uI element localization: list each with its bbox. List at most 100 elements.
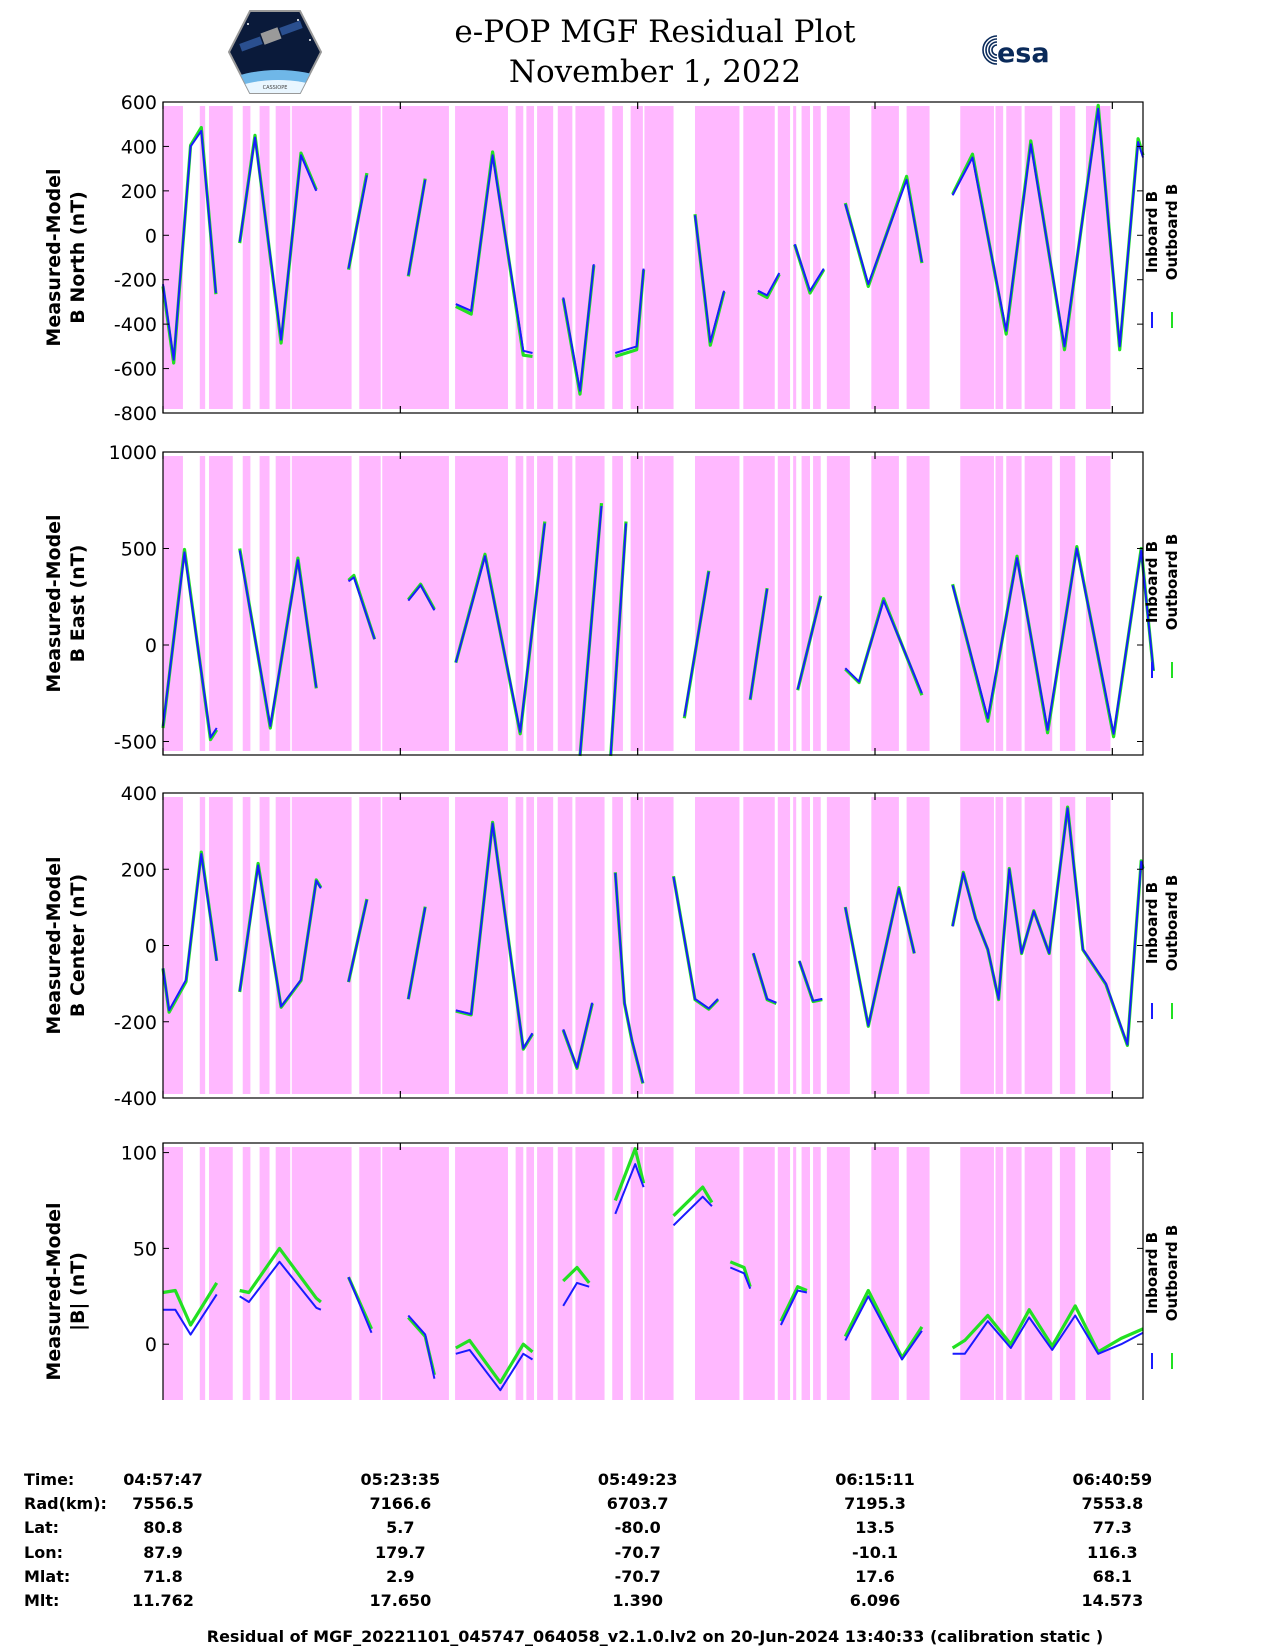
shaded-interval: [612, 1147, 623, 1400]
inboard-series-line: [683, 571, 710, 717]
panel-frame: [162, 101, 1144, 414]
inboard-series-line: [780, 1289, 808, 1326]
info-value: 2.9: [386, 1567, 415, 1586]
shaded-interval: [743, 797, 775, 1094]
shaded-interval: [960, 106, 994, 409]
y-tick-label: -400: [114, 314, 157, 336]
shaded-interval: [208, 456, 233, 751]
info-value: 116.3: [1087, 1543, 1138, 1562]
inboard-series-line: [615, 268, 645, 354]
shaded-interval: [575, 456, 605, 751]
shaded-interval: [1006, 456, 1022, 751]
y-tick-label: 500: [121, 538, 157, 560]
shaded-interval: [695, 797, 740, 1094]
inboard-series-line: [163, 1293, 218, 1336]
info-value: 87.9: [143, 1543, 183, 1562]
shaded-interval: [826, 456, 850, 751]
shaded-interval: [826, 797, 850, 1094]
shaded-interval: [777, 106, 791, 409]
y-axis-label: |B| (nT): [67, 1252, 89, 1331]
info-value: 71.8: [143, 1567, 183, 1586]
shaded-interval: [826, 1147, 850, 1400]
info-value: 7553.8: [1081, 1494, 1144, 1513]
shaded-interval: [743, 1147, 775, 1400]
inboard-series-line: [752, 952, 777, 1004]
panel-1: 600 400 200 0 -200 -400 -600 -800 Measured-Model…: [43, 92, 1181, 425]
shaded-interval: [630, 106, 643, 409]
shaded-interval: [359, 797, 381, 1094]
y-tick-label: 0: [145, 225, 157, 247]
info-value: 06:15:11: [835, 1470, 915, 1489]
esa-logo: esa: [982, 35, 1050, 69]
inboard-series-line: [798, 960, 823, 1002]
shaded-interval: [515, 106, 524, 409]
shaded-interval: [291, 456, 352, 751]
info-value: 17.650: [369, 1591, 432, 1610]
shaded-interval: [1059, 797, 1076, 1094]
inboard-series-line: [614, 1163, 645, 1215]
shaded-interval: [793, 797, 797, 1094]
shaded-interval: [695, 456, 740, 751]
shaded-interval: [793, 106, 797, 409]
shaded-interval: [359, 1147, 381, 1400]
info-row-label: Mlt:: [24, 1591, 60, 1610]
shaded-interval: [242, 1147, 251, 1400]
inboard-series-line: [407, 179, 427, 276]
y-axis-label: B Center (nT): [67, 874, 89, 1017]
shaded-interval: [242, 456, 251, 751]
outboard-series-line: [239, 1246, 322, 1304]
y-axis-label: B East (nT): [67, 545, 89, 663]
shaded-interval: [199, 106, 206, 409]
shaded-interval: [826, 106, 850, 409]
shaded-interval: [526, 797, 535, 1094]
shaded-interval: [382, 797, 449, 1094]
info-value: 13.5: [855, 1518, 895, 1537]
outboard-series-line: [613, 1147, 646, 1202]
inboard-series-line: [562, 264, 595, 392]
shaded-interval: [995, 1147, 1004, 1400]
legend-label-inboard: Inboard B: [1143, 1232, 1161, 1314]
inboard-series-line: [844, 887, 916, 1027]
shaded-interval: [644, 1147, 674, 1400]
shaded-interval: [275, 797, 291, 1094]
y-tick-label: 400: [121, 783, 157, 805]
esa-logo-text: esa: [997, 38, 1050, 69]
shaded-interval: [777, 797, 791, 1094]
inboard-series-line: [844, 178, 923, 286]
shaded-interval: [359, 106, 381, 409]
shaded-interval: [1024, 456, 1053, 751]
info-row-label: Rad(km):: [24, 1494, 107, 1513]
shaded-interval: [382, 456, 449, 751]
inboard-series-line: [455, 822, 534, 1050]
info-value: 05:49:23: [597, 1470, 678, 1489]
inboard-series-line: [749, 588, 769, 700]
shaded-interval: [537, 797, 554, 1094]
shaded-interval: [275, 106, 291, 409]
shaded-interval: [526, 1147, 535, 1400]
y-axis-label: B North (nT): [67, 191, 89, 324]
shaded-interval: [163, 1147, 183, 1400]
outboard-series-line: [672, 1185, 714, 1217]
outboard-series-line: [729, 1260, 752, 1288]
info-value: -80.0: [614, 1518, 661, 1537]
info-value: 7166.6: [369, 1494, 432, 1513]
inboard-series-line: [454, 523, 546, 733]
shaded-interval: [557, 797, 573, 1094]
inboard-series-line: [162, 129, 217, 361]
shaded-interval: [291, 797, 352, 1094]
y-axis-label: Measured-Model: [43, 514, 65, 692]
shaded-interval: [275, 1147, 291, 1400]
info-row-label: Lat:: [24, 1518, 60, 1537]
shaded-interval: [813, 1147, 821, 1400]
outboard-series-line: [843, 1288, 924, 1360]
outboard-series-line: [951, 1304, 1144, 1354]
shaded-interval: [537, 106, 554, 409]
panel-frame: [162, 451, 1144, 756]
legend-label-outboard: Outboard B: [1163, 875, 1181, 972]
info-value: 68.1: [1092, 1567, 1133, 1586]
inboard-series-line: [951, 547, 1155, 735]
shaded-interval: [995, 456, 1004, 751]
shaded-interval: [208, 106, 233, 409]
y-tick-label: 100: [121, 1143, 157, 1165]
outboard-series-line: [562, 1265, 591, 1284]
